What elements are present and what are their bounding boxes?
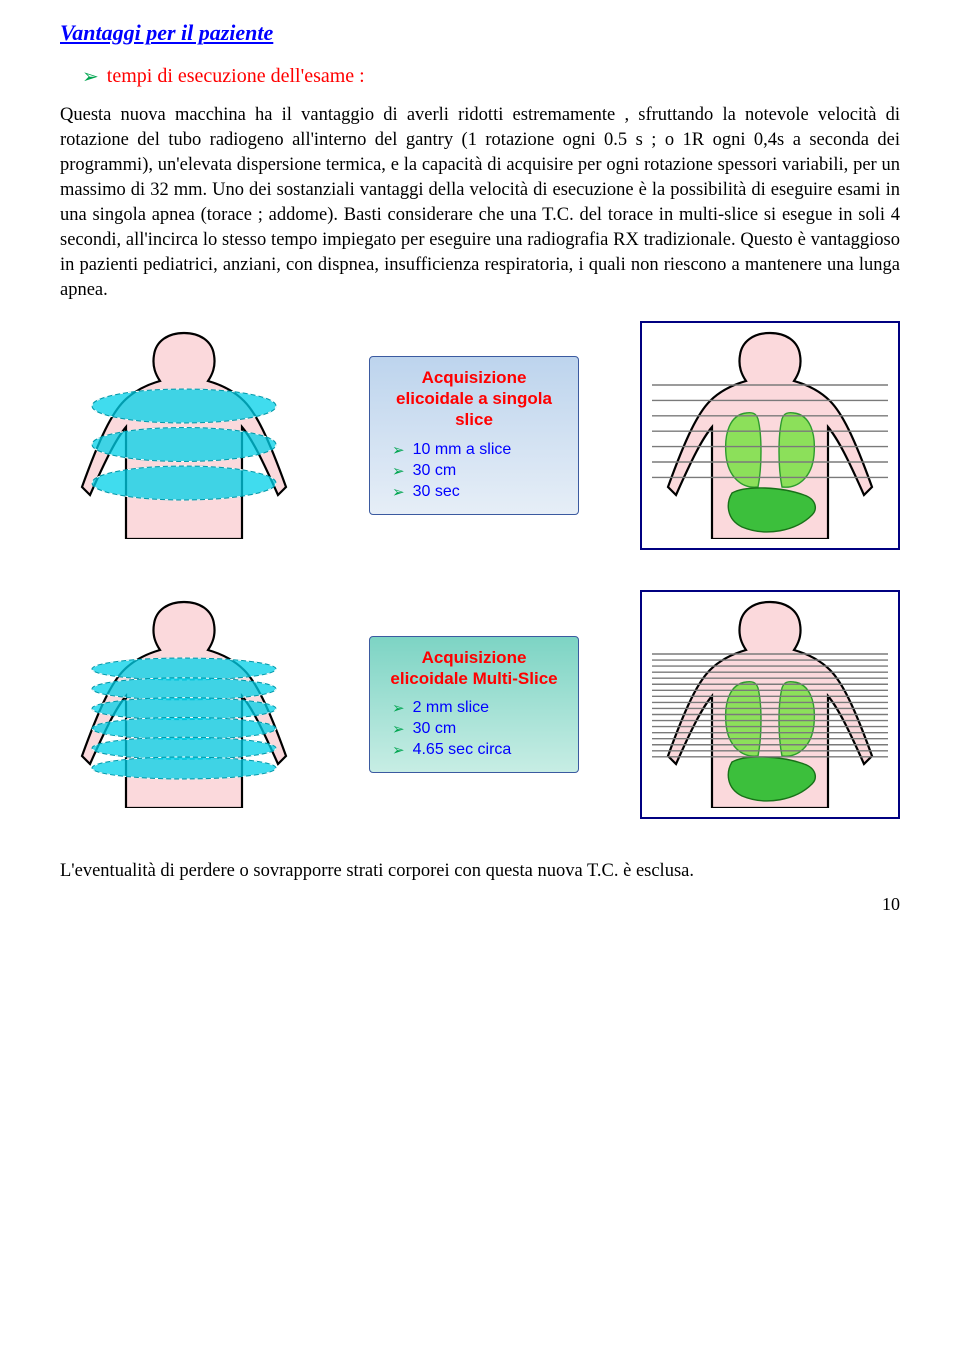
bullet-arrow-icon: ➢ xyxy=(392,441,405,459)
info-box-single: Acquisizione elicoidale a singola slice … xyxy=(369,356,579,515)
list-item: ➢ 30 cm xyxy=(392,720,564,738)
bullet-arrow-icon: ➢ xyxy=(392,483,405,501)
info-box-title: Acquisizione elicoidale Multi-Slice xyxy=(384,647,564,690)
page-number: 10 xyxy=(60,894,900,915)
bullet-arrow-icon: ➢ xyxy=(392,741,405,759)
subtitle-text: tempi di esecuzione dell'esame : xyxy=(107,65,365,88)
bullet-arrow-icon: ➢ xyxy=(392,720,405,738)
body-paragraph: Questa nuova macchina ha il vantaggio di… xyxy=(60,103,900,303)
slice-torso-single xyxy=(640,321,900,550)
list-item-label: 30 sec xyxy=(413,483,460,501)
figure-row-single: Acquisizione elicoidale a singola slice … xyxy=(60,321,900,550)
list-item: ➢ 30 sec xyxy=(392,483,564,501)
list-item-label: 4.65 sec circa xyxy=(413,741,512,759)
info-list: ➢ 2 mm slice ➢ 30 cm ➢ 4.65 sec circa xyxy=(384,699,564,759)
list-item: ➢ 2 mm slice xyxy=(392,699,564,717)
bullet-arrow-icon: ➢ xyxy=(392,462,405,480)
slice-torso-multi xyxy=(640,590,900,819)
list-item-label: 10 mm a slice xyxy=(413,441,512,459)
bullet-arrow-icon: ➢ xyxy=(82,64,99,89)
list-item: ➢ 10 mm a slice xyxy=(392,441,564,459)
helix-torso-single xyxy=(60,327,308,544)
section-title: Vantaggi per il paziente xyxy=(60,20,900,46)
subtitle-row: ➢ tempi di esecuzione dell'esame : xyxy=(82,64,900,89)
bullet-arrow-icon: ➢ xyxy=(392,699,405,717)
list-item: ➢ 4.65 sec circa xyxy=(392,741,564,759)
helix-torso-multi xyxy=(60,596,308,813)
list-item-label: 2 mm slice xyxy=(413,699,489,717)
list-item: ➢ 30 cm xyxy=(392,462,564,480)
list-item-label: 30 cm xyxy=(413,720,457,738)
info-list: ➢ 10 mm a slice ➢ 30 cm ➢ 30 sec xyxy=(384,441,564,501)
info-box-title: Acquisizione elicoidale a singola slice xyxy=(384,367,564,431)
conclusion-paragraph: L'eventualità di perdere o sovrapporre s… xyxy=(60,859,900,884)
figures-area: Acquisizione elicoidale a singola slice … xyxy=(60,321,900,819)
list-item-label: 30 cm xyxy=(413,462,457,480)
info-box-multi: Acquisizione elicoidale Multi-Slice ➢ 2 m… xyxy=(369,636,579,774)
figure-row-multi: Acquisizione elicoidale Multi-Slice ➢ 2 m… xyxy=(60,590,900,819)
